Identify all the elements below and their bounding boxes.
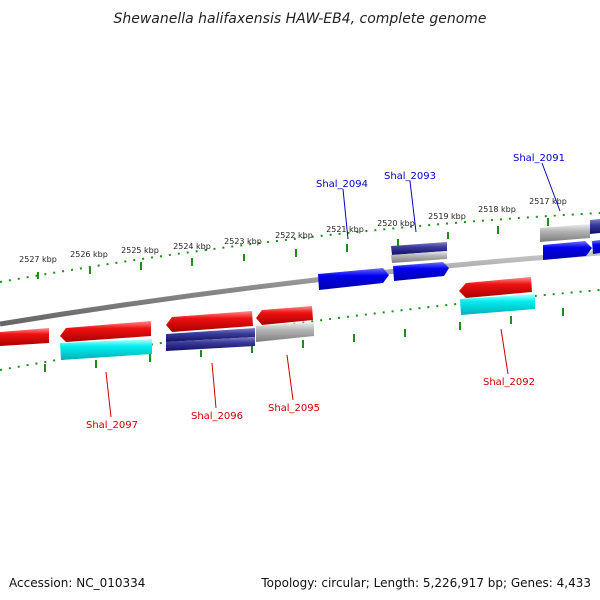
gene-label-reverse: Shal_2097	[86, 420, 138, 431]
gene-label-reverse: Shal_2092	[483, 377, 535, 388]
tick-label: 2517 kbp	[529, 197, 567, 206]
forward-gene	[393, 262, 449, 281]
map-title: Shewanella halifaxensis HAW-EB4, complet…	[113, 11, 486, 27]
topology-text: Topology: circular; Length: 5,226,917 bp…	[260, 576, 591, 590]
gene-label-reverse: Shal_2095	[268, 403, 320, 414]
forward-gene	[318, 268, 389, 290]
outer-major-ticks	[37, 218, 549, 279]
tick-label: 2518 kbp	[478, 205, 516, 214]
reverse-gene	[60, 339, 152, 360]
inner-major-ticks	[44, 308, 564, 372]
gene-label-forward: Shal_2094	[316, 179, 368, 190]
accession-text: Accession: NC_010334	[9, 576, 145, 590]
gene-label-forward: Shal_2093	[384, 171, 436, 182]
tick-label: 2519 kbp	[428, 212, 466, 221]
reverse-gene	[166, 337, 255, 351]
reverse-gene	[256, 306, 313, 325]
forward-gene	[590, 219, 600, 234]
tick-label: 2520 kbp	[377, 219, 415, 228]
tick-label: 2522 kbp	[275, 231, 313, 240]
gene-label-forward: Shal_2091	[513, 153, 565, 164]
reverse-gene	[166, 328, 255, 342]
tick-label: 2525 kbp	[121, 246, 159, 255]
reverse-leader-lines	[105, 328, 509, 418]
reverse-gene	[60, 321, 151, 342]
tick-label: 2526 kbp	[70, 250, 108, 259]
forward-gene	[592, 240, 600, 254]
forward-gene	[543, 241, 592, 260]
tick-label: 2527 kbp	[19, 255, 57, 264]
forward-gene	[391, 242, 447, 255]
forward-gene	[540, 224, 590, 242]
reverse-gene	[256, 322, 314, 342]
tick-label: 2524 kbp	[173, 242, 211, 251]
reverse-gene	[460, 294, 535, 315]
forward-leader-lines	[342, 162, 561, 240]
tick-label: 2523 kbp	[224, 237, 262, 246]
reverse-gene	[459, 277, 532, 298]
forward-gene	[391, 251, 447, 263]
reverse-gene	[166, 311, 253, 332]
genome-backbone	[0, 250, 600, 327]
reverse-gene	[0, 328, 49, 346]
tick-label: 2521 kbp	[326, 225, 364, 234]
gene-label-reverse: Shal_2096	[191, 411, 243, 422]
